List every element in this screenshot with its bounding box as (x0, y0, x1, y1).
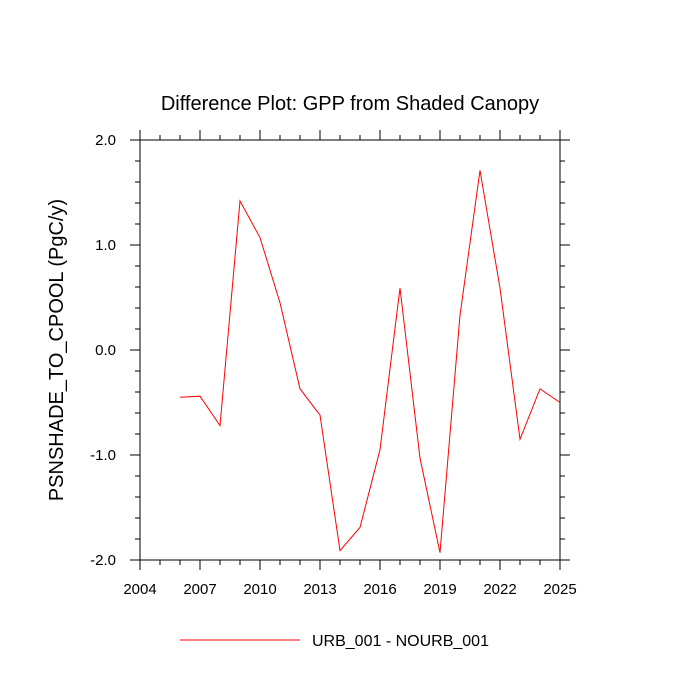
x-tick-label: 2013 (303, 581, 336, 598)
x-tick-label: 2004 (123, 581, 156, 598)
x-tick-label: 2016 (363, 581, 396, 598)
legend: URB_001 - NOURB_001 (180, 633, 489, 650)
x-tick-label: 2007 (183, 581, 216, 598)
series-layer (179, 170, 561, 553)
y-tick-label: 0.0 (95, 342, 116, 359)
legend-label: URB_001 - NOURB_001 (312, 633, 489, 650)
plot-frame (139, 139, 561, 561)
y-tick-label: 2.0 (95, 132, 116, 149)
series-line (179, 170, 561, 553)
y-axis-label: PSNSHADE_TO_CPOOL (PgC/y) (46, 199, 68, 501)
x-tick-label: 2025 (543, 581, 576, 598)
y-tick-label: -1.0 (90, 447, 116, 464)
x-tick-label: 2010 (243, 581, 276, 598)
x-axis-ticks: 2004 2007 2010 2013 2016 2019 2022 2025 (123, 130, 577, 598)
y-tick-label: -2.0 (90, 552, 116, 569)
x-tick-label: 2019 (423, 581, 456, 598)
y-axis-ticks: -2.0 -1.0 0.0 1.0 2.0 (90, 132, 570, 569)
chart-title: Difference Plot: GPP from Shaded Canopy (161, 93, 539, 115)
x-tick-label: 2022 (483, 581, 516, 598)
y-tick-label: 1.0 (95, 237, 116, 254)
